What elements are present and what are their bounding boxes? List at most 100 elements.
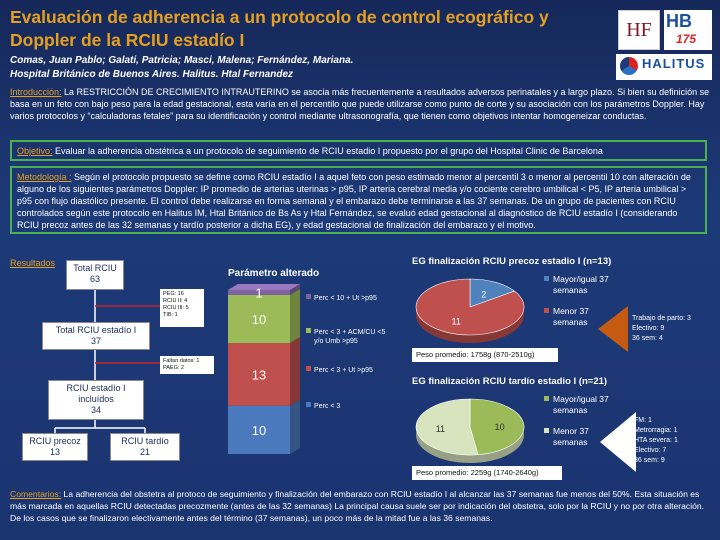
comments-label: Comentarios: <box>10 489 62 499</box>
late-weight-box: Peso promedio: 2259g (1740-2640g) <box>412 466 562 480</box>
stacked-bar-chart: Parámetro alterado 10 13 10 1 Perc < 10 + Ut… <box>228 268 385 454</box>
pie-legend-swatch <box>544 276 549 281</box>
bar-segment-side <box>290 399 300 454</box>
pie-legend-label: Menor 37 semanas <box>553 306 589 327</box>
bar-data-label: 10 <box>252 312 266 327</box>
hf-logo: HF <box>618 10 660 50</box>
bar-legend-label: Perc < 3 + ACM/CU <5 y/o Umb >p95 <box>314 329 385 345</box>
flow-early-value: 13 <box>49 447 60 457</box>
hb-logo-text: HB <box>666 11 692 31</box>
bar-segment <box>228 294 290 344</box>
pie-legend-label: Mayor/igual 37 semanas <box>553 394 609 415</box>
excluded-note: RCIU III: 5 <box>163 305 189 311</box>
halitus-logo: HALITUS <box>616 54 712 80</box>
flow-late-value: 21 <box>139 447 150 457</box>
flow-late-rciu: RCIU tardío 21 <box>110 433 180 461</box>
introduction-text: La RESTRICCIÓN DE CRECIMIENTO INTRAUTERI… <box>10 87 710 121</box>
bar-data-label: 13 <box>252 367 266 382</box>
flow-late-label: RCIU tardío <box>121 436 169 446</box>
missing-note: Faltan datos: 1 <box>163 358 200 364</box>
methodology-section: Metodología : Según el protocolo propues… <box>10 166 707 234</box>
pie-slice <box>469 398 525 456</box>
institutions: Hospital Británico de Buenos Aires. Hali… <box>10 69 294 80</box>
late-reason-item: 36 sem: 9 <box>634 457 665 464</box>
objective-text: Evaluar la adherencia obstétrica a un pr… <box>52 146 603 156</box>
results-label-text: Resultados <box>10 258 56 268</box>
hospital-britanico-logo: HB 175 <box>664 10 712 50</box>
early-pie-chart: 2 11 Mayor/igual 37 semanas Menor 37 semanas <box>415 274 609 343</box>
flow-missing-notes: Faltan datos: 1 PAEG: 2 <box>160 356 214 374</box>
excluded-note: PEG: 16 <box>163 291 184 297</box>
flow-included-label: RCIU estadío I incluídos <box>66 383 126 404</box>
early-weight-box: Peso promedio: 1758g (870-2510g) <box>412 348 558 362</box>
halitus-logo-text: HALITUS <box>642 56 706 71</box>
flow-excluded-notes: PEG: 16 RCIU II: 4 RCIU III: 5 TIB: 1 <box>160 289 204 327</box>
hb-logo-number: 175 <box>676 32 697 46</box>
early-pie-title: EG finalización RCIU precoz estadio I (n… <box>412 256 612 267</box>
bar-chart-title: Parámetro alterado <box>228 268 319 279</box>
late-pie-chart: 10 11 Mayor/igual 37 semanas Menor 37 semanas <box>415 394 609 463</box>
bar-legend-swatch <box>306 402 311 407</box>
late-callout-arrow <box>600 412 636 472</box>
excluded-note: RCIU II: 4 <box>163 298 188 304</box>
missing-note: PAEG: 2 <box>163 365 184 371</box>
pie-legend-swatch <box>544 428 549 433</box>
pie-data-label: 11 <box>452 317 461 327</box>
comments-section: Comentarios: La adherencia del obstetra … <box>10 488 715 524</box>
bar-segment-top <box>228 284 300 290</box>
methodology-label: Metodología : <box>17 172 72 182</box>
methodology-text: Según el protocolo propuesto se define c… <box>17 172 691 230</box>
pie-legend-label: Menor 37 semanas <box>553 426 589 447</box>
flow-stage1-rciu: Total RCIU estadío I 37 <box>42 322 150 350</box>
pie-slice <box>469 278 516 308</box>
bar-data-label: 10 <box>252 423 266 438</box>
flow-included-value: 34 <box>90 405 101 415</box>
bar-segment <box>228 290 290 295</box>
objective-section: Objetivo: Evaluar la adherencia obstétri… <box>10 140 707 161</box>
flow-stage1-label: Total RCIU estadío I <box>55 325 137 335</box>
bar-segment <box>228 343 290 406</box>
flow-included-rciu: RCIU estadío I incluídos 34 <box>48 380 144 420</box>
bar-legend-label: Perc < 3 <box>314 403 340 410</box>
bar-legend-label: Perc < 3 + Ut >p95 <box>314 367 373 374</box>
late-reason-item: Metrorragia: 1 <box>634 427 678 434</box>
late-reason-item: HTA severa: 1 <box>634 437 678 444</box>
early-reason-item: 36 sem: 4 <box>632 335 663 342</box>
late-pie-title: EG finalización RCIU tardío estadio I (n… <box>412 376 608 387</box>
late-reasons: FM: 1 Metrorragia: 1 HTA severa: 1 Elect… <box>634 416 678 466</box>
late-reason-item: FM: 1 <box>634 417 652 424</box>
excluded-note: TIB: 1 <box>163 312 178 318</box>
bar-data-label: 1 <box>255 285 262 300</box>
pie-data-label: 2 <box>481 289 486 299</box>
authors: Comas, Juan Pablo; Galati, Patricia; Mas… <box>10 55 354 66</box>
bar-legend-label: Perc < 10 + Ut >p95 <box>314 295 377 302</box>
comments-text: La adherencia del obstetra al protoco de… <box>10 489 705 523</box>
pie-slice <box>415 278 525 336</box>
late-reason-item: Electivo: 7 <box>634 447 667 454</box>
pie-legend-swatch <box>544 396 549 401</box>
poster-title: Evaluación de adherencia a un protocolo … <box>10 7 549 50</box>
introduction-section: Introducción: La RESTRICCIÓN DE CRECIMIE… <box>10 86 710 122</box>
halitus-emblem-icon <box>620 57 638 75</box>
flow-stage1-value: 37 <box>90 336 101 346</box>
early-reasons: Trabajo de parto: 3 Electivo: 9 36 sem: … <box>632 314 691 344</box>
pie-legend-label: Mayor/igual 37 semanas <box>553 274 609 295</box>
bar-segment <box>228 405 290 454</box>
introduction-label: Introducción: <box>10 87 62 97</box>
bar-legend-swatch <box>306 328 311 333</box>
bar-legend-swatch <box>306 294 311 299</box>
flow-total-value: 63 <box>89 274 100 284</box>
bar-segment-side <box>290 284 300 295</box>
flow-total-label: Total RCIU <box>73 263 117 273</box>
pie-legend-swatch <box>544 308 549 313</box>
bar-segment-side <box>290 288 300 344</box>
pie-slice <box>415 398 479 456</box>
authors-block: Comas, Juan Pablo; Galati, Patricia; Mas… <box>10 54 610 82</box>
early-reason-item: Electivo: 9 <box>632 325 665 332</box>
early-callout-arrow <box>598 306 628 352</box>
pie-data-label: 11 <box>436 424 445 434</box>
pie-data-label: 10 <box>495 422 505 432</box>
early-reason-item: Trabajo de parto: 3 <box>632 315 691 322</box>
objective-label: Objetivo: <box>17 146 53 156</box>
